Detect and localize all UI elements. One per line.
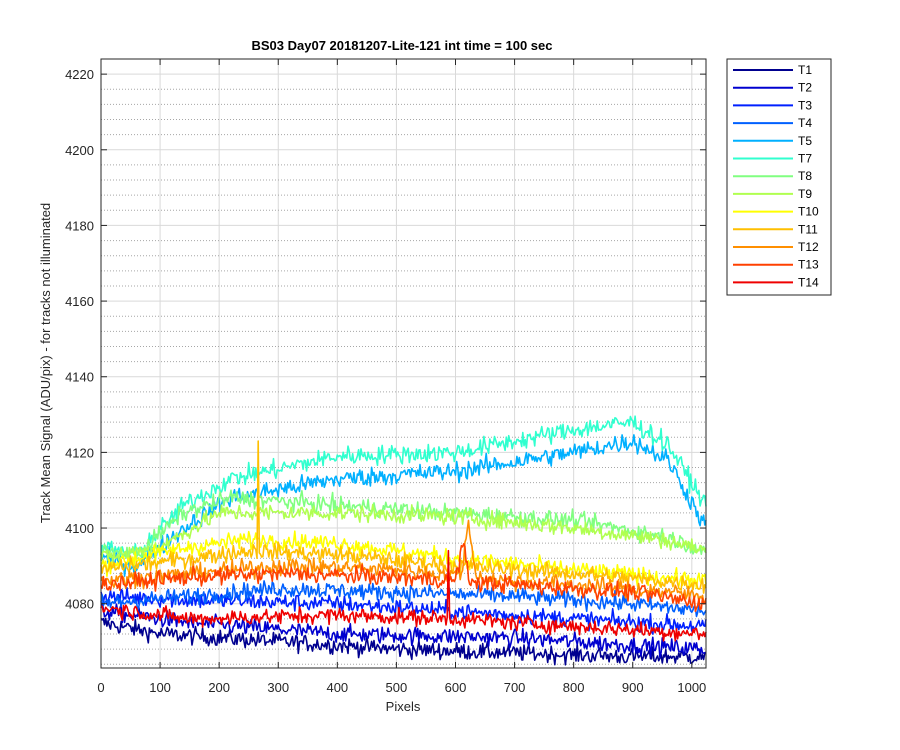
legend-label-t13: T13 <box>798 258 819 272</box>
x-axis: 0 100 200 300 400 500 600 700 800 900 1000 <box>97 59 706 695</box>
x-tick-label: 700 <box>504 680 526 695</box>
x-axis-label: Pixels <box>386 699 421 714</box>
x-tick-label: 600 <box>445 680 467 695</box>
y-tick-label: 4140 <box>65 370 94 385</box>
legend-label-t10: T10 <box>798 205 819 219</box>
series-line-t9 <box>100 503 707 564</box>
chart-title: BS03 Day07 20181207-Lite-121 int time = … <box>252 38 553 53</box>
y-tick-label: 4180 <box>65 218 94 233</box>
series-line-t4 <box>100 580 707 618</box>
legend-label-t2: T2 <box>798 81 812 95</box>
y-axis: 4080 4100 4120 4140 4160 4180 4200 4220 <box>65 67 706 612</box>
y-tick-label: 4160 <box>65 294 94 309</box>
x-tick-label: 1000 <box>677 680 706 695</box>
x-tick-label: 200 <box>208 680 230 695</box>
x-tick-label: 900 <box>622 680 644 695</box>
legend-label-t8: T8 <box>798 169 812 183</box>
y-tick-label: 4100 <box>65 521 94 536</box>
x-tick-label: 300 <box>267 680 289 695</box>
plot-frame <box>100 58 707 669</box>
x-tick-label: 0 <box>97 680 104 695</box>
x-tick-label: 800 <box>563 680 585 695</box>
series-line-t10 <box>100 530 707 590</box>
legend-label-t4: T4 <box>798 116 812 130</box>
y-tick-label: 4120 <box>65 445 94 460</box>
y-tick-label: 4200 <box>65 143 94 158</box>
series-line-t7 <box>100 415 707 558</box>
series-line-t1 <box>100 617 707 666</box>
legend-label-t7: T7 <box>798 152 812 166</box>
series-line-t14 <box>100 549 707 642</box>
legend-label-t9: T9 <box>798 187 812 201</box>
series-line-t8 <box>100 489 706 563</box>
y-axis-label: Track Mean Signal (ADU/pix) - for tracks… <box>38 203 53 523</box>
x-tick-label: 500 <box>386 680 408 695</box>
legend: T1 T2 T3 T4 T5 T7 T8 T9 T10 T11 T12 T13 T14 <box>726 58 832 296</box>
series-layer <box>100 415 707 666</box>
legend-label-t14: T14 <box>798 275 819 289</box>
legend-label-t3: T3 <box>798 98 812 112</box>
legend-label-t11: T11 <box>798 222 818 236</box>
y-tick-label: 4080 <box>65 597 94 612</box>
legend-label-t1: T1 <box>798 63 812 77</box>
x-tick-label: 400 <box>326 680 348 695</box>
legend-label-t12: T12 <box>798 240 819 254</box>
series-line-t11 <box>100 440 707 594</box>
x-tick-label: 100 <box>149 680 171 695</box>
series-line-t13 <box>100 542 707 613</box>
legend-label-t5: T5 <box>798 134 812 148</box>
series-line-t3 <box>100 586 707 635</box>
y-tick-label: 4220 <box>65 67 94 82</box>
